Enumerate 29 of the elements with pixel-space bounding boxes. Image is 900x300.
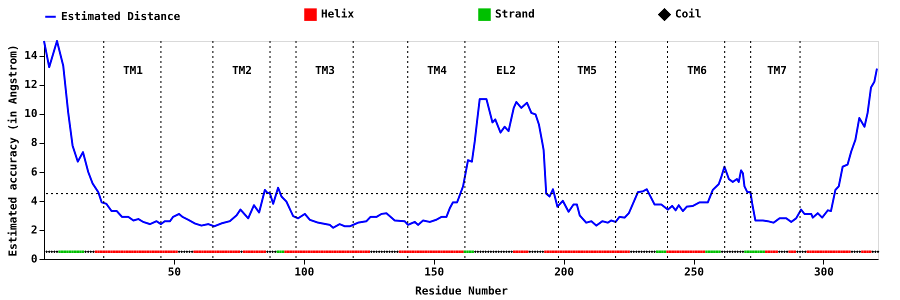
x-tick-label: 250 xyxy=(684,266,704,278)
x-tick-label: 300 xyxy=(814,266,834,278)
legend-label: Coil xyxy=(675,8,702,21)
annotation: TM4 xyxy=(427,64,448,77)
y-tick-label: 10 xyxy=(24,107,38,120)
y-tick-label: 12 xyxy=(24,78,38,92)
x-tick-label: 200 xyxy=(554,266,574,278)
annotation: EL2 xyxy=(496,64,516,77)
x-axis-title: Residue Number xyxy=(415,284,508,298)
y-tick-label: 4 xyxy=(30,194,38,208)
y-tick-label: 8 xyxy=(30,136,38,150)
annotation: TM7 xyxy=(767,64,787,77)
legend-label: Strand xyxy=(495,8,535,21)
line-series xyxy=(43,40,878,229)
annotation: TM5 xyxy=(577,64,597,77)
y-tick-label: 2 xyxy=(30,223,38,236)
y-axis-title: Estimated accuracy (in Angstrom) xyxy=(6,44,20,256)
legend-label: Estimated Distance xyxy=(61,10,181,23)
y-tick-label: 6 xyxy=(30,165,38,178)
annotation: TM1 xyxy=(123,64,144,77)
legend-label: Helix xyxy=(321,8,354,21)
x-tick-label: 50 xyxy=(168,266,182,278)
annotation: TM6 xyxy=(687,64,708,77)
x-tick-label: 100 xyxy=(294,266,314,278)
y-tick-label: 0 xyxy=(30,252,38,266)
annotation: TM2 xyxy=(232,64,252,77)
y-tick-label: 14 xyxy=(24,49,38,62)
x-tick-label: 150 xyxy=(424,266,444,278)
annotation: TM3 xyxy=(315,64,335,77)
